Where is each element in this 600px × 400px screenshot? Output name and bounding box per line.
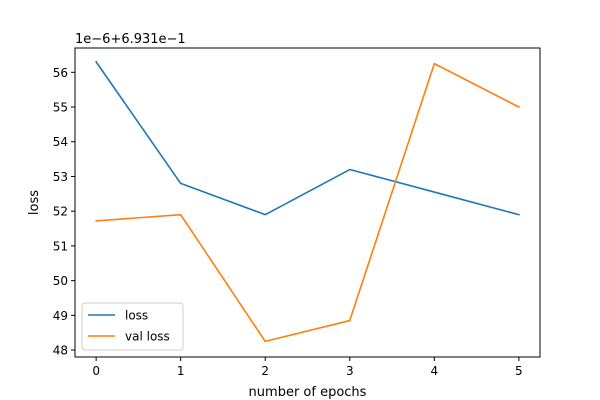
axis-offset-label: 1e−6+6.931e−1 bbox=[75, 32, 186, 47]
y-tick-label: 51 bbox=[53, 239, 68, 253]
y-tick-label: 52 bbox=[53, 205, 68, 219]
y-axis-label: loss bbox=[27, 190, 42, 215]
y-tick-label: 53 bbox=[53, 170, 68, 184]
legend-label: loss bbox=[125, 309, 148, 323]
x-tick-label: 3 bbox=[346, 364, 354, 378]
y-tick-label: 55 bbox=[53, 101, 68, 115]
plot-frame bbox=[74, 47, 541, 358]
x-tick-label: 4 bbox=[430, 364, 438, 378]
y-tick-label: 50 bbox=[53, 274, 68, 288]
legend-label: val loss bbox=[125, 330, 170, 344]
x-axis-label: number of epochs bbox=[249, 385, 367, 400]
x-tick-label: 0 bbox=[92, 364, 100, 378]
series-line-val-loss bbox=[95, 62, 520, 343]
y-tick-label: 56 bbox=[53, 66, 68, 80]
y-axis-ticks: 48 49 50 51 52 53 54 55 56 bbox=[53, 66, 75, 358]
y-tick-label: 48 bbox=[53, 344, 68, 358]
series-line-loss bbox=[95, 60, 520, 216]
series-layer bbox=[95, 60, 520, 343]
x-axis-ticks: 0 1 2 3 4 5 bbox=[92, 357, 523, 378]
x-tick-label: 1 bbox=[177, 364, 185, 378]
y-tick-label: 54 bbox=[53, 135, 68, 149]
x-tick-label: 5 bbox=[515, 364, 523, 378]
y-tick-label: 49 bbox=[53, 309, 68, 323]
x-tick-label: 2 bbox=[261, 364, 269, 378]
legend: loss val loss bbox=[81, 302, 184, 351]
